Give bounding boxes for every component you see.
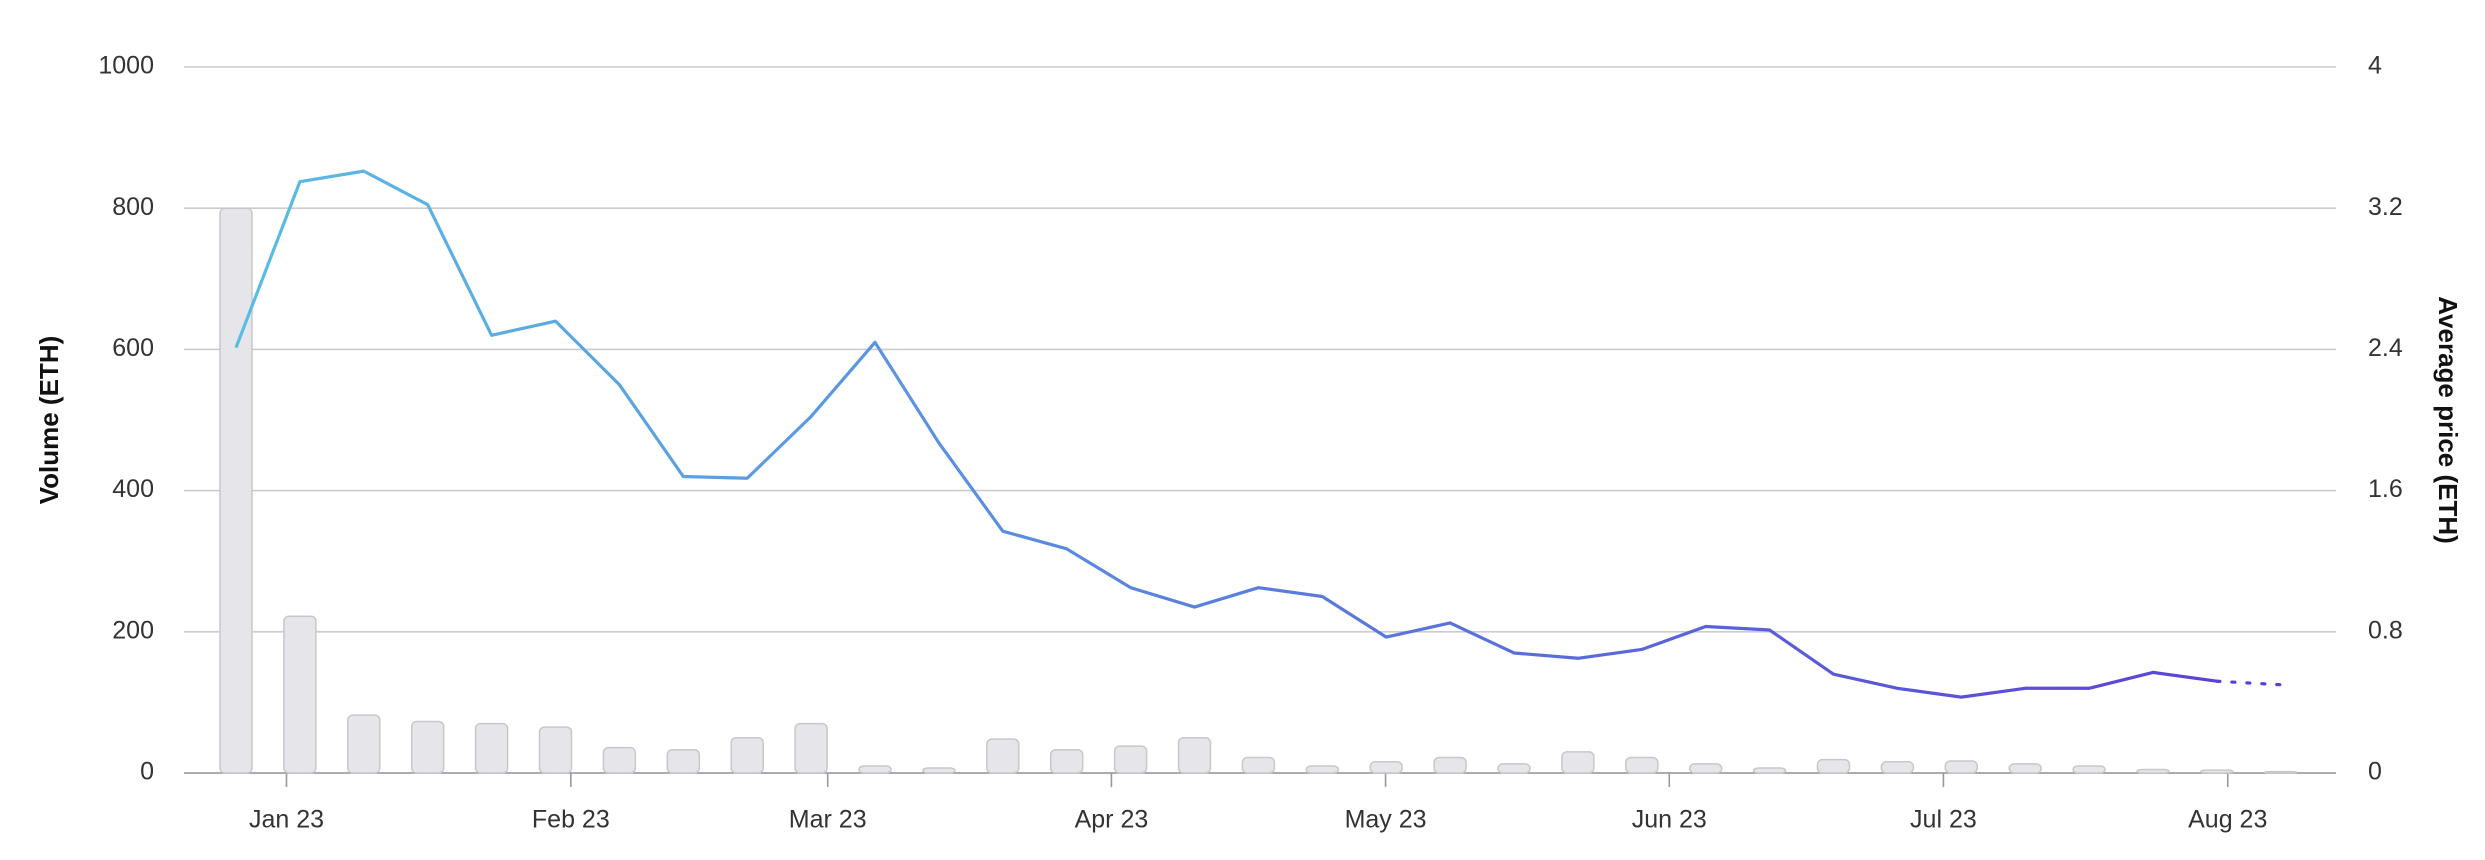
x-tick-label: Jul 23 bbox=[1910, 806, 1977, 834]
bar bbox=[986, 738, 1020, 774]
y-tick-label: 800 bbox=[112, 193, 154, 221]
x-tick-label: Jun 23 bbox=[1632, 806, 1707, 834]
x-tick-label: Aug 23 bbox=[2188, 806, 2267, 834]
bar bbox=[1177, 736, 1212, 774]
bar bbox=[1497, 763, 1531, 774]
y-tick-label: 1000 bbox=[98, 52, 154, 80]
y-tick-label: 600 bbox=[112, 334, 154, 362]
y2-tick-label: 0 bbox=[2368, 758, 2382, 786]
bar bbox=[410, 720, 445, 774]
x-tick-label: Mar 23 bbox=[789, 806, 867, 834]
x-tick-label: May 23 bbox=[1345, 806, 1427, 834]
y2-tick-label: 1.6 bbox=[2368, 475, 2403, 503]
bar bbox=[1241, 756, 1276, 774]
bar bbox=[1688, 763, 1723, 774]
price-line bbox=[234, 169, 2218, 699]
bar bbox=[666, 748, 701, 774]
bar bbox=[1561, 751, 1595, 774]
bar bbox=[730, 736, 764, 774]
bar bbox=[1305, 765, 1340, 774]
y-tick-label: 200 bbox=[112, 616, 154, 644]
bar bbox=[1433, 756, 1467, 774]
bar bbox=[2072, 765, 2106, 774]
y2-axis-title: Average price (ETH) bbox=[2433, 296, 2463, 544]
bar bbox=[2200, 769, 2234, 774]
x-tick-label: Jan 23 bbox=[249, 806, 324, 834]
bar bbox=[1625, 756, 1659, 774]
bar bbox=[474, 722, 509, 774]
x-tick-label: Feb 23 bbox=[532, 806, 610, 834]
y2-tick-label: 3.2 bbox=[2368, 193, 2403, 221]
bar bbox=[1752, 767, 1787, 774]
bar bbox=[794, 722, 828, 774]
y2-tick-label: 0.8 bbox=[2368, 616, 2403, 644]
bar bbox=[2136, 768, 2170, 774]
bar bbox=[922, 767, 956, 774]
bar bbox=[1816, 758, 1851, 774]
bar bbox=[347, 714, 381, 774]
price-line-projected bbox=[2215, 679, 2283, 687]
bar bbox=[1113, 745, 1148, 774]
bar bbox=[1369, 760, 1403, 774]
y2-tick-label: 2.4 bbox=[2368, 334, 2403, 362]
bar bbox=[858, 765, 892, 774]
y-axis-title: Volume (ETH) bbox=[34, 336, 64, 505]
bar bbox=[219, 207, 253, 774]
bar bbox=[2008, 763, 2042, 774]
bar bbox=[2264, 770, 2298, 774]
bar bbox=[1880, 760, 1915, 774]
bar bbox=[602, 746, 637, 774]
y-tick-label: 0 bbox=[140, 758, 154, 786]
x-tick-label: Apr 23 bbox=[1075, 806, 1149, 834]
y2-tick-label: 4 bbox=[2368, 52, 2382, 80]
bar bbox=[1049, 748, 1084, 774]
bar bbox=[1944, 760, 1979, 774]
bar bbox=[283, 615, 317, 774]
y-tick-label: 400 bbox=[112, 475, 154, 503]
bar bbox=[538, 726, 573, 774]
